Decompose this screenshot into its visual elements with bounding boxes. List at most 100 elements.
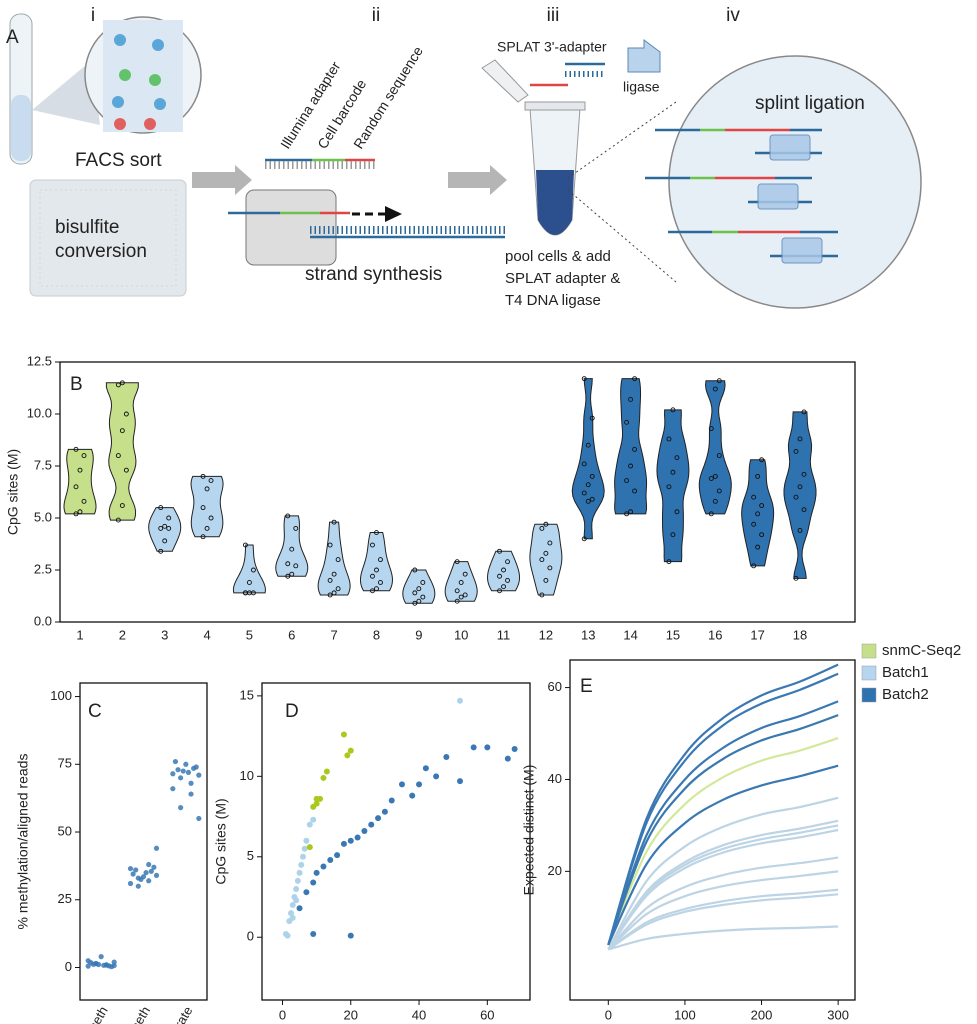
- point: [93, 961, 99, 967]
- point: [543, 577, 549, 583]
- point: [484, 744, 491, 751]
- point: [289, 902, 296, 909]
- point: [666, 559, 672, 565]
- point: [716, 378, 722, 384]
- point: [327, 592, 333, 598]
- line: [607, 737, 839, 946]
- x-tick-label: 60: [480, 1007, 494, 1022]
- point: [293, 563, 299, 569]
- point: [175, 767, 181, 773]
- point: [299, 853, 306, 860]
- point: [422, 765, 429, 772]
- point: [158, 525, 164, 531]
- point: [539, 557, 545, 563]
- x-tick-label: 16: [708, 627, 722, 642]
- panel-a-art: [9, 13, 922, 309]
- tube-rim: [524, 101, 586, 111]
- y-tick-label: 75: [58, 756, 72, 771]
- point: [320, 863, 327, 870]
- point: [130, 871, 136, 877]
- plate: [29, 179, 187, 297]
- y-tick-label: 7.5: [34, 457, 52, 472]
- point: [716, 453, 722, 459]
- point: [511, 745, 518, 752]
- point: [73, 446, 79, 452]
- point: [115, 453, 121, 459]
- point: [670, 469, 676, 475]
- ligase-icon: [781, 237, 823, 264]
- legend-swatch: [861, 665, 877, 681]
- point: [288, 910, 295, 917]
- point: [628, 463, 634, 469]
- violin: [698, 380, 732, 515]
- point: [585, 482, 591, 488]
- point: [375, 815, 382, 822]
- point: [153, 845, 160, 851]
- point: [539, 525, 545, 531]
- x-tick-label: 5: [246, 627, 253, 642]
- line: [607, 764, 839, 946]
- line: [607, 700, 839, 946]
- point: [123, 467, 129, 473]
- x-tick-label: 20: [344, 1007, 358, 1022]
- point: [303, 837, 310, 844]
- point: [77, 509, 83, 515]
- point: [433, 773, 440, 780]
- point: [73, 511, 79, 517]
- point: [172, 758, 179, 765]
- bisulfite-label: bisulfite: [55, 217, 119, 238]
- point: [458, 594, 464, 600]
- point: [317, 795, 324, 802]
- point: [208, 478, 214, 484]
- x-tick-label: 14: [623, 627, 637, 642]
- point: [388, 797, 395, 804]
- violin: [148, 507, 182, 552]
- point: [151, 864, 157, 870]
- point: [115, 382, 121, 388]
- point: [755, 544, 761, 550]
- point: [301, 845, 308, 852]
- point: [103, 962, 109, 968]
- line: [607, 824, 839, 951]
- point: [632, 376, 638, 382]
- point: [73, 484, 79, 490]
- point: [409, 792, 416, 799]
- point: [246, 580, 252, 585]
- zoom-wedge: [32, 60, 100, 125]
- point: [331, 590, 337, 596]
- point: [310, 931, 317, 938]
- x-tick-label: 6: [288, 627, 295, 642]
- y-axis-title: % methylation/aligned reads: [15, 754, 31, 930]
- point: [666, 484, 672, 490]
- point: [797, 484, 803, 490]
- point: [166, 525, 172, 531]
- point: [335, 586, 341, 592]
- violin: [275, 515, 309, 577]
- point: [335, 557, 341, 563]
- point: [755, 511, 761, 517]
- x-tick-label: 10: [454, 627, 468, 642]
- point: [296, 869, 303, 876]
- y-tick-label: 12.5: [27, 353, 52, 368]
- point: [751, 563, 757, 569]
- point: [801, 507, 807, 513]
- synthesis-label: strand synthesis: [305, 264, 442, 285]
- panel-label: C: [88, 701, 102, 722]
- point: [759, 503, 765, 508]
- point: [310, 879, 317, 886]
- point: [457, 778, 464, 785]
- point: [296, 905, 303, 912]
- line: [607, 796, 839, 950]
- bisulfite-label: conversion: [55, 241, 147, 262]
- x-tick-label: 11: [497, 627, 511, 642]
- point: [293, 885, 300, 892]
- ligase-icon: [627, 39, 661, 73]
- point: [98, 954, 104, 960]
- point: [178, 805, 184, 811]
- panel-label: D: [285, 701, 299, 722]
- point: [158, 548, 164, 554]
- point: [119, 380, 125, 386]
- point: [674, 509, 680, 515]
- violin: [359, 532, 393, 592]
- line: [607, 819, 839, 951]
